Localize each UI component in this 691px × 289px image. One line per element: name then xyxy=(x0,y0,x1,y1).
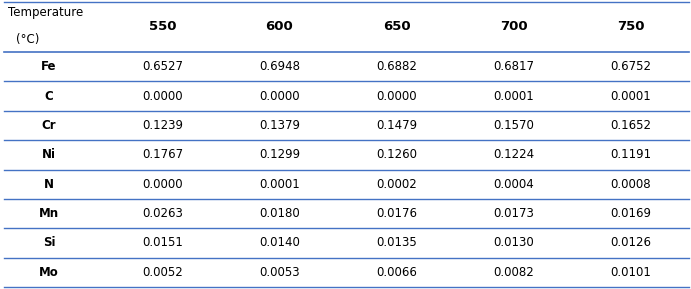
Text: (°C): (°C) xyxy=(16,33,39,46)
Text: 0.6817: 0.6817 xyxy=(493,60,534,73)
Text: 0.0000: 0.0000 xyxy=(376,90,417,103)
Text: 0.0151: 0.0151 xyxy=(142,236,183,249)
Text: 0.0180: 0.0180 xyxy=(259,207,300,220)
Text: 0.0004: 0.0004 xyxy=(493,178,534,191)
Text: 0.0082: 0.0082 xyxy=(493,266,534,279)
Text: 0.0052: 0.0052 xyxy=(142,266,183,279)
Text: Temperature: Temperature xyxy=(8,6,83,19)
Text: Mo: Mo xyxy=(39,266,59,279)
Text: 0.1299: 0.1299 xyxy=(259,148,300,161)
Text: 0.6948: 0.6948 xyxy=(259,60,300,73)
Text: Ni: Ni xyxy=(42,148,56,161)
Text: 750: 750 xyxy=(617,21,644,34)
Text: 0.0001: 0.0001 xyxy=(610,90,651,103)
Text: 0.0053: 0.0053 xyxy=(259,266,300,279)
Text: Si: Si xyxy=(43,236,55,249)
Text: 0.0169: 0.0169 xyxy=(610,207,651,220)
Text: 0.0263: 0.0263 xyxy=(142,207,183,220)
Text: 0.1260: 0.1260 xyxy=(376,148,417,161)
Text: Cr: Cr xyxy=(41,119,56,132)
Text: 0.0101: 0.0101 xyxy=(610,266,651,279)
Text: 0.0176: 0.0176 xyxy=(376,207,417,220)
Text: 0.0173: 0.0173 xyxy=(493,207,534,220)
Text: 0.1239: 0.1239 xyxy=(142,119,183,132)
Text: 0.6752: 0.6752 xyxy=(610,60,651,73)
Text: 0.0000: 0.0000 xyxy=(142,90,183,103)
Text: 0.6882: 0.6882 xyxy=(376,60,417,73)
Text: 0.1479: 0.1479 xyxy=(376,119,417,132)
Text: 0.0001: 0.0001 xyxy=(259,178,300,191)
Text: 650: 650 xyxy=(383,21,410,34)
Text: 0.0135: 0.0135 xyxy=(376,236,417,249)
Text: 0.0000: 0.0000 xyxy=(142,178,183,191)
Text: 0.1224: 0.1224 xyxy=(493,148,534,161)
Text: N: N xyxy=(44,178,54,191)
Text: 0.0000: 0.0000 xyxy=(259,90,300,103)
Text: 0.1379: 0.1379 xyxy=(259,119,300,132)
Text: 550: 550 xyxy=(149,21,176,34)
Text: 0.1767: 0.1767 xyxy=(142,148,183,161)
Text: 0.0066: 0.0066 xyxy=(376,266,417,279)
Text: 0.6527: 0.6527 xyxy=(142,60,183,73)
Text: 0.0140: 0.0140 xyxy=(259,236,300,249)
Text: 0.1191: 0.1191 xyxy=(610,148,651,161)
Text: 700: 700 xyxy=(500,21,527,34)
Text: 0.0001: 0.0001 xyxy=(493,90,534,103)
Text: 0.0130: 0.0130 xyxy=(493,236,534,249)
Text: Fe: Fe xyxy=(41,60,57,73)
Text: 0.1652: 0.1652 xyxy=(610,119,651,132)
Text: 600: 600 xyxy=(265,21,294,34)
Text: 0.0126: 0.0126 xyxy=(610,236,651,249)
Text: Mn: Mn xyxy=(39,207,59,220)
Text: 0.0008: 0.0008 xyxy=(610,178,651,191)
Text: C: C xyxy=(45,90,53,103)
Text: 0.1570: 0.1570 xyxy=(493,119,534,132)
Text: 0.0002: 0.0002 xyxy=(376,178,417,191)
